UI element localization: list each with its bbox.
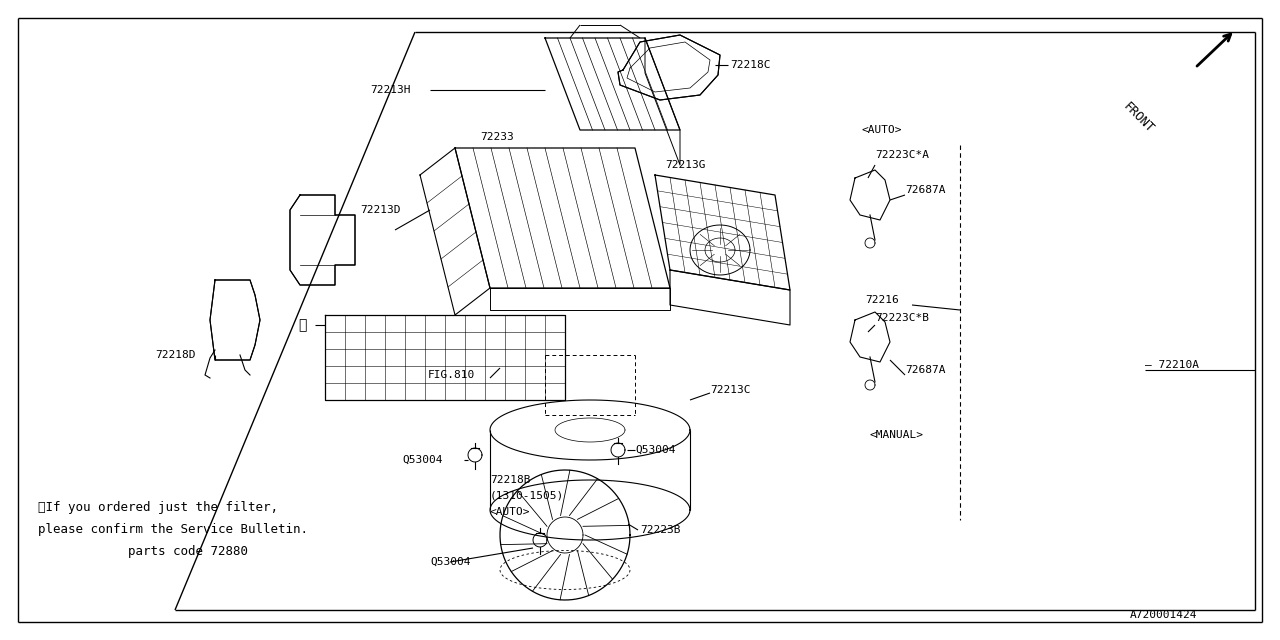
Polygon shape [210,280,260,360]
Text: 72213D: 72213D [360,205,401,215]
Text: FIG.810: FIG.810 [428,370,475,380]
Polygon shape [291,195,355,285]
Text: FRONT: FRONT [1121,100,1157,136]
Text: 72687A: 72687A [905,365,946,375]
Text: 72223C*A: 72223C*A [876,150,929,160]
Text: <MANUAL>: <MANUAL> [870,430,924,440]
Polygon shape [618,35,719,100]
Text: Q53004: Q53004 [635,445,676,455]
Text: 72223C*B: 72223C*B [876,313,929,323]
Text: 72233: 72233 [480,132,513,142]
Text: 72687A: 72687A [905,185,946,195]
Text: please confirm the Service Bulletin.: please confirm the Service Bulletin. [38,524,308,536]
Text: — 72210A: — 72210A [1146,360,1199,370]
Text: 72213H: 72213H [370,85,411,95]
Text: 72223B: 72223B [640,525,681,535]
Text: ※If you ordered just the filter,: ※If you ordered just the filter, [38,502,278,515]
Text: (1310-1505): (1310-1505) [490,491,564,501]
Text: A720001424: A720001424 [1130,610,1198,620]
Text: parts code 72880: parts code 72880 [38,545,248,559]
Text: 72218B: 72218B [490,475,530,485]
Text: <AUTO>: <AUTO> [861,125,902,135]
Text: ※: ※ [298,318,306,332]
Text: <AUTO>: <AUTO> [490,507,530,517]
Text: Q53004: Q53004 [430,557,471,567]
Text: 72216: 72216 [865,295,899,305]
Text: 72213C: 72213C [710,385,750,395]
Text: Q53004: Q53004 [402,455,443,465]
Text: 72218C: 72218C [730,60,771,70]
Text: 72213G: 72213G [666,160,705,170]
Text: 72218D: 72218D [155,350,196,360]
